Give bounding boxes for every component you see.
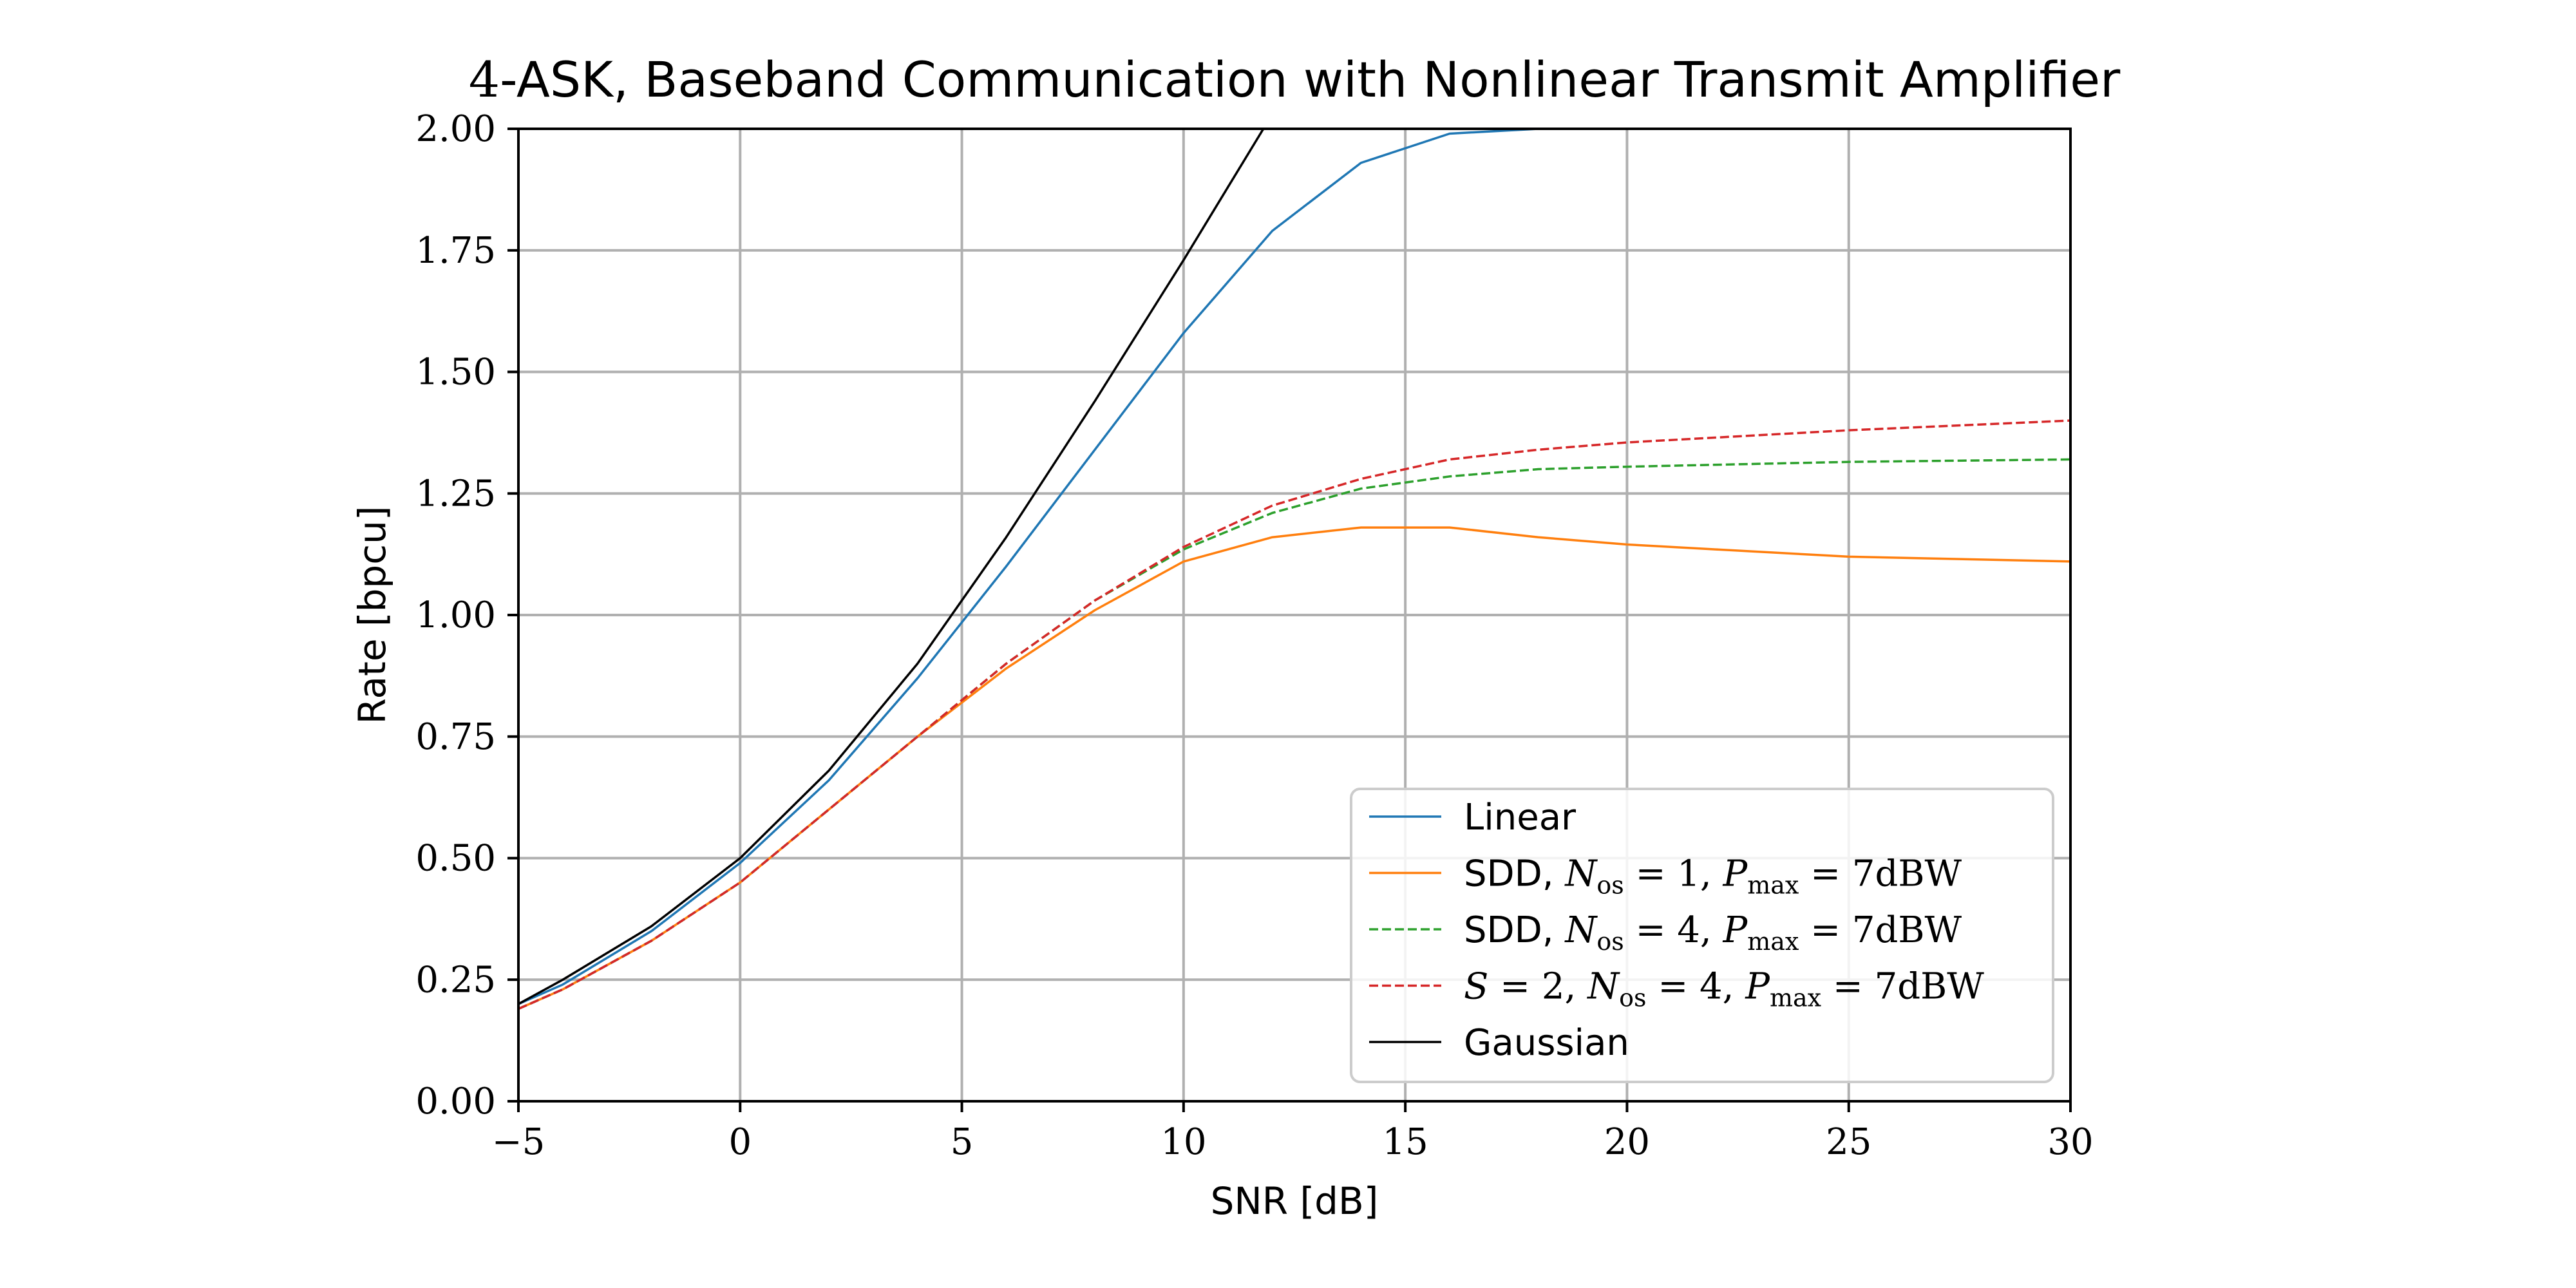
y-tick-label: 0.75 [415,716,496,758]
x-tick-label: 25 [1826,1121,1871,1163]
x-tick-label: 10 [1160,1121,1206,1163]
chart-title-text: -ASK, Baseband Communication with Nonlin… [500,51,2121,108]
legend-label: Linear [1464,797,1577,838]
legend-entry-1: SDD, Nos = 1, Pmax = 7dBW [1369,853,1962,900]
axis-ticks: −5 0 5 10 15 20 25 30 0.00 0.25 0.50 0.75 1.00 1.25 1.… [415,108,2093,1163]
series-line-3 [518,419,2070,1010]
legend-entry-3: S = 2, Nos = 4, Pmax = 7dBW [1369,966,1984,1012]
legend-label: SDD, Nos = 4, Pmax = 7dBW [1464,909,1962,956]
legend-box [1350,788,2054,1083]
y-axis-label: Rate [bpcu] [350,506,394,724]
series-layer [518,129,2070,1010]
y-tick-label: 1.25 [415,473,496,515]
y-tick-label: 2.00 [415,108,496,150]
chart-title-prefix: 4 [469,51,500,108]
series-line-4 [518,129,1265,1005]
y-tick-label: 1.75 [415,230,496,272]
x-tick-label: 15 [1383,1121,1428,1163]
y-tick-label: 1.00 [415,594,496,636]
x-tick-label: 20 [1604,1121,1650,1163]
legend-entry-2: SDD, Nos = 4, Pmax = 7dBW [1369,909,1962,956]
y-tick-label: 0.00 [415,1081,496,1122]
legend-label: Gaussian [1464,1022,1629,1064]
legend-label: SDD, Nos = 1, Pmax = 7dBW [1464,853,1962,900]
x-tick-label: 5 [951,1121,974,1163]
legend-label: S = 2, Nos = 4, Pmax = 7dBW [1464,966,1984,1012]
y-tick-label: 0.50 [415,838,496,880]
chart-title: 4-ASK, Baseband Communication with Nonli… [469,51,2121,108]
y-tick-label: 0.25 [415,959,496,1001]
legend-entry-0: Linear [1369,797,1577,838]
x-tick-label: 30 [2047,1121,2093,1163]
y-tick-label: 1.50 [415,352,496,393]
x-tick-label: 0 [728,1121,752,1163]
x-tick-label: −5 [492,1121,545,1163]
x-axis-label: SNR [dB] [1211,1179,1379,1223]
series-line-0 [518,129,1539,1005]
legend-entry-4: Gaussian [1369,1022,1629,1064]
legend: Linear SDD, Nos = 1, Pmax = 7dBW SDD, Nos … [1350,788,2054,1083]
